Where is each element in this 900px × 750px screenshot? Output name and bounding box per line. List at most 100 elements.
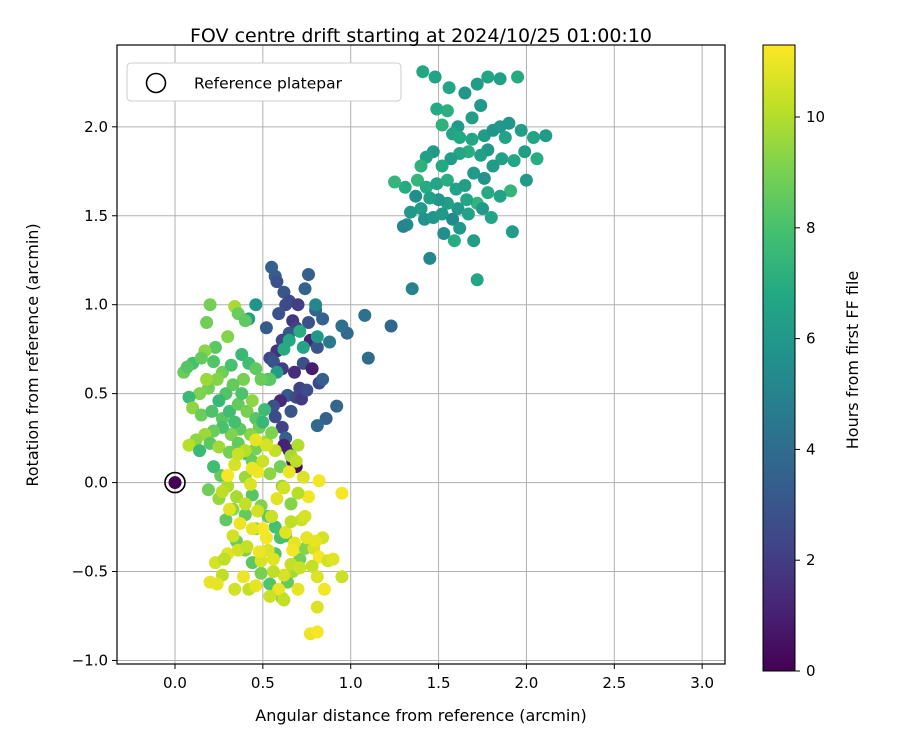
data-point xyxy=(326,552,340,566)
data-point xyxy=(504,184,518,198)
reference-point-fill xyxy=(168,476,182,490)
data-point xyxy=(256,522,270,536)
data-point xyxy=(224,428,238,441)
data-point xyxy=(238,314,252,328)
data-point xyxy=(228,582,242,596)
colorbar-tick-label: 2 xyxy=(806,551,816,569)
colorbar-tick-label: 6 xyxy=(806,330,816,348)
data-point xyxy=(233,517,247,530)
plot-frame xyxy=(116,44,726,665)
data-point xyxy=(396,219,410,233)
data-point xyxy=(495,152,509,166)
data-point xyxy=(219,513,233,527)
data-point xyxy=(323,335,337,349)
data-point xyxy=(310,340,324,354)
colorbar-tick-label: 0 xyxy=(806,662,816,680)
data-point xyxy=(414,202,428,216)
data-point xyxy=(423,251,437,265)
data-point xyxy=(419,180,433,194)
data-point xyxy=(238,497,252,511)
data-point xyxy=(231,447,245,461)
y-tick-label: 0.5 xyxy=(84,385,108,403)
data-point xyxy=(435,159,449,173)
y-axis-label: Rotation from reference (arcmin) xyxy=(23,223,42,486)
data-point xyxy=(194,408,208,422)
data-point xyxy=(237,570,250,584)
data-point xyxy=(240,540,254,554)
data-point xyxy=(453,221,467,235)
data-point xyxy=(291,298,305,312)
data-point xyxy=(405,282,419,296)
data-point xyxy=(291,582,305,596)
data-point xyxy=(275,420,289,434)
data-point xyxy=(358,308,372,322)
x-tick-label: 2.0 xyxy=(515,674,539,692)
x-tick-label: 1.0 xyxy=(339,674,363,692)
data-point xyxy=(435,118,449,132)
data-point xyxy=(335,486,349,500)
data-point xyxy=(205,404,219,418)
data-point xyxy=(284,404,298,418)
data-point xyxy=(330,399,344,413)
data-point xyxy=(477,171,491,185)
data-point xyxy=(458,179,472,192)
data-point xyxy=(277,342,291,356)
data-point xyxy=(300,383,314,397)
data-point xyxy=(249,298,263,312)
data-point xyxy=(430,102,444,116)
data-point xyxy=(254,566,268,580)
data-point xyxy=(279,298,293,312)
x-axis-ticks: 0.0 0.5 1.0 1.5 2.0 2.5 3.0 xyxy=(163,664,714,692)
y-axis-ticks: −1.0 −0.5 0.0 0.5 1.0 1.5 2.0 xyxy=(72,118,117,669)
data-point xyxy=(409,189,423,203)
data-point xyxy=(440,173,454,187)
data-point xyxy=(411,173,424,187)
data-point xyxy=(272,307,286,321)
data-point xyxy=(270,275,284,289)
data-point xyxy=(484,211,498,224)
data-point xyxy=(302,316,315,329)
colorbar-tick-label: 8 xyxy=(806,219,816,237)
data-point xyxy=(430,177,444,191)
data-point xyxy=(268,410,282,424)
data-point xyxy=(453,131,467,144)
data-point xyxy=(245,461,259,475)
data-point xyxy=(221,469,235,482)
x-tick-label: 0.0 xyxy=(163,674,187,692)
data-point xyxy=(502,116,516,130)
data-point xyxy=(210,372,224,386)
data-point xyxy=(266,552,280,566)
colorbar-tick-label: 10 xyxy=(806,108,825,126)
data-point xyxy=(291,438,305,452)
data-point xyxy=(474,148,488,162)
data-point xyxy=(309,534,323,548)
colorbar: 0 2 4 6 8 10 Hours from first FF file xyxy=(762,44,862,680)
data-point xyxy=(305,362,319,376)
data-point xyxy=(228,458,242,472)
data-point xyxy=(384,319,398,333)
data-point xyxy=(505,225,519,239)
data-point xyxy=(511,70,525,84)
data-point xyxy=(237,372,250,386)
data-point xyxy=(200,316,214,329)
data-point xyxy=(447,234,461,248)
data-point xyxy=(226,378,240,392)
colorbar-gradient xyxy=(762,44,796,672)
data-point xyxy=(446,212,460,226)
data-point xyxy=(228,415,242,429)
y-tick-label: −1.0 xyxy=(72,651,108,669)
data-point xyxy=(474,99,488,112)
data-point xyxy=(272,582,286,596)
data-point xyxy=(514,123,528,137)
data-point xyxy=(265,426,279,440)
data-point xyxy=(435,207,449,221)
x-tick-label: 3.0 xyxy=(690,674,714,692)
data-point xyxy=(467,166,481,180)
data-point xyxy=(527,131,540,144)
data-point xyxy=(423,191,437,205)
data-point xyxy=(251,504,265,518)
data-point xyxy=(293,561,307,575)
data-point xyxy=(309,298,323,312)
data-point xyxy=(277,481,291,495)
